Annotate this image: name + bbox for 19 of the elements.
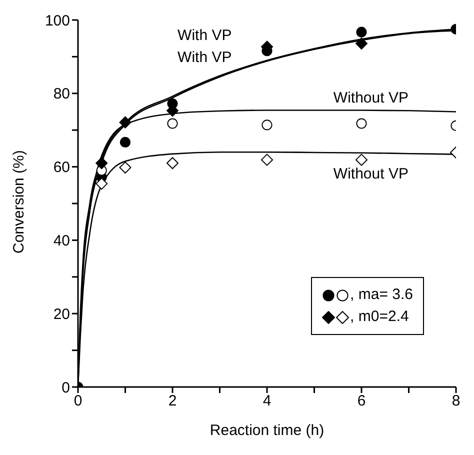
annotation: With VP [178,49,232,66]
legend-label: , ma= 3.6 [350,285,413,305]
x-tick-label: 8 [452,392,460,410]
y-axis-title: Conversion (%) [10,150,28,254]
annotation: With VP [178,27,232,44]
x-tick-label: 4 [262,392,272,410]
annotation: Without VP [333,89,408,106]
y-tick-label: 80 [53,86,70,103]
x-tick-label: 2 [168,392,177,410]
y-tick-label: 0 [62,379,70,396]
y-tick-label: 20 [53,306,70,323]
x-axis-title: Reaction time (h) [210,422,324,439]
y-tick-label: 40 [53,232,70,250]
x-tick-label: 0 [74,392,82,410]
x-tick-label: 6 [357,392,366,410]
y-tick-label: 100 [44,12,70,30]
y-tick-label: 60 [53,159,70,176]
annotation: Without VP [333,165,408,182]
legend-label: , m0=2.4 [350,307,409,327]
